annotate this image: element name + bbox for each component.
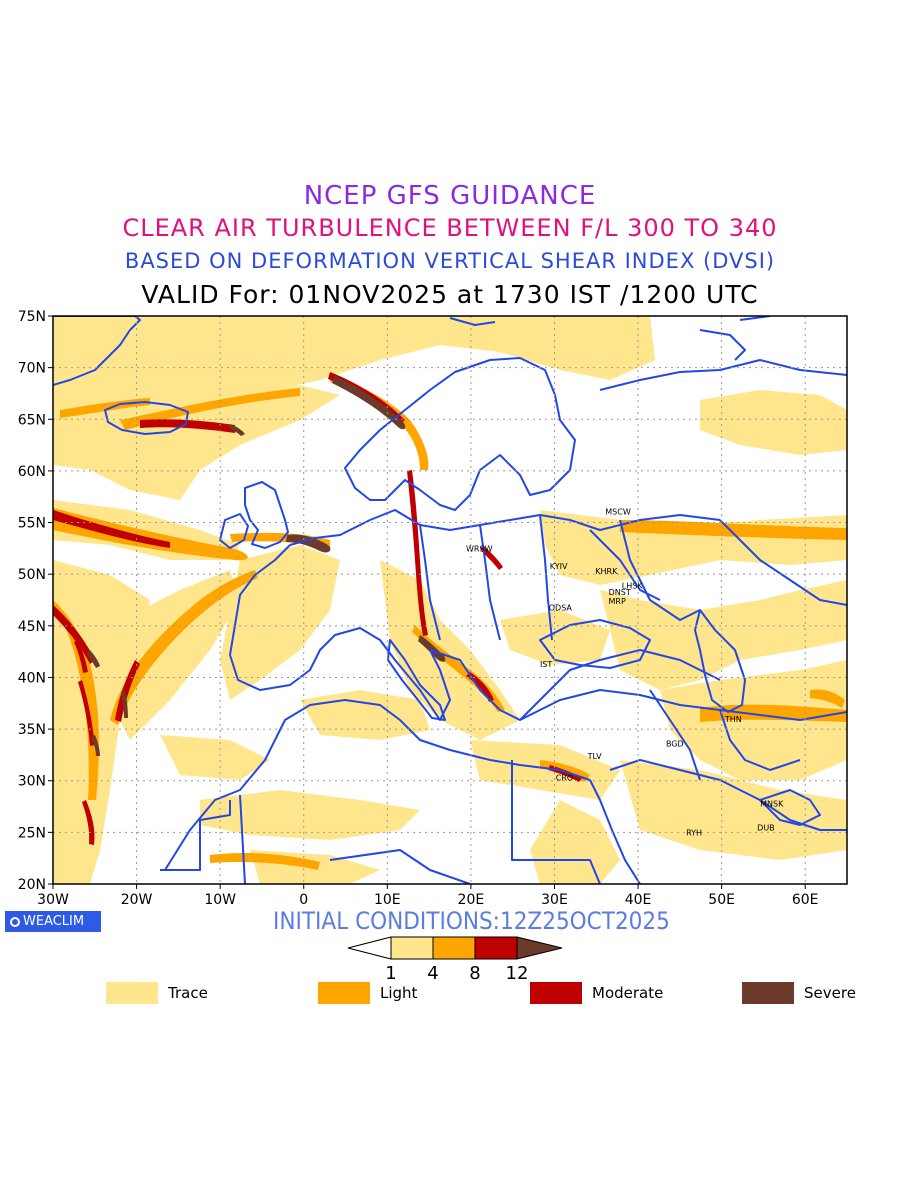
- city-label-mrp: MRP: [609, 597, 626, 606]
- legend-swatch: [742, 982, 794, 1004]
- colorbar-tick-8: 8: [469, 963, 480, 980]
- city-label-khrk: KHRK: [595, 567, 618, 576]
- legend-label: Severe: [804, 984, 856, 1002]
- lon-tick-label: 0: [299, 892, 308, 908]
- lat-tick-label: 35N: [18, 722, 46, 738]
- lon-tick-label: 20E: [458, 892, 485, 908]
- colorbar-lower-arrow: [347, 936, 392, 960]
- city-label-cro: CRO: [556, 774, 573, 783]
- lat-tick-label: 30N: [18, 774, 46, 790]
- severe-areas: [87, 376, 446, 756]
- colorbar: 1 4 8 12: [347, 936, 563, 980]
- colorbar-light: [432, 936, 476, 960]
- lat-tick-label: 45N: [18, 619, 46, 635]
- colorbar-trace: [390, 936, 434, 960]
- city-label-ryh: RYH: [686, 828, 702, 837]
- chart-title-line3: BASED ON DEFORMATION VERTICAL SHEAR INDE…: [124, 249, 776, 273]
- map-panel: 20N 25N 30N 35N 40N 45N 50N 55N 60N 65N 70N 75N 30W…: [0, 300, 900, 920]
- colorbar-tick-4: 4: [427, 963, 438, 980]
- lat-tick-label: 50N: [18, 567, 46, 583]
- turbulence-fields: [53, 316, 847, 884]
- legend-label: Trace: [168, 984, 208, 1002]
- city-label-tlv: TLV: [587, 752, 602, 761]
- chart-title-line2: CLEAR AIR TURBULENCE BETWEEN F/L 300 TO …: [122, 214, 778, 242]
- colorbar-tick-12: 12: [506, 963, 529, 980]
- lat-tick-label: 40N: [18, 670, 46, 686]
- city-label-mscw: MSCW: [605, 507, 631, 516]
- legend-label: Moderate: [592, 984, 664, 1002]
- colorbar-tick-1: 1: [385, 963, 396, 980]
- city-label-ist: IST: [540, 660, 552, 669]
- lon-tick-label: 60E: [792, 892, 819, 908]
- lat-tick-label: 20N: [18, 877, 46, 893]
- lon-tick-label: 20W: [121, 892, 153, 908]
- city-label-thn: THN: [724, 715, 742, 724]
- lat-tick-labels: 20N 25N 30N 35N 40N 45N 50N 55N 60N 65N 70N 75N: [18, 309, 46, 893]
- lat-tick-label: 75N: [18, 309, 46, 325]
- plot-frame: [52, 315, 848, 885]
- lat-tick-label: 25N: [18, 825, 46, 841]
- lat-tick-label: 55N: [18, 516, 46, 532]
- coastlines-borders: [53, 316, 847, 884]
- lon-tick-labels: 30W 20W 10W 0 10E 20E 30E 40E 50E 60E: [37, 892, 818, 908]
- city-label-wrsw: WRSW: [466, 544, 493, 553]
- lat-tick-label: 70N: [18, 361, 46, 377]
- city-label-lhsk: LHSK: [622, 582, 644, 591]
- city-label-odsa: ODSA: [549, 603, 573, 612]
- gridlines: [53, 316, 847, 884]
- legend-swatch: [106, 982, 158, 1004]
- badge-label: WEACLIM: [23, 914, 85, 929]
- lon-tick-label: 10E: [374, 892, 401, 908]
- lon-tick-label: 30W: [37, 892, 69, 908]
- lon-tick-label: 50E: [708, 892, 735, 908]
- turbulence-map: 20N 25N 30N 35N 40N 45N 50N 55N 60N 65N 70N 75N 30W…: [18, 309, 848, 908]
- city-label-mnsk: MNSK: [760, 800, 784, 809]
- chart-title-line1: NCEP GFS GUIDANCE: [303, 181, 597, 211]
- valid-time: VALID For: 01NOV2025 at 1730 IST /1200 U…: [141, 280, 759, 309]
- legend-swatch: [318, 982, 370, 1004]
- city-label-dnst: DNST: [609, 588, 631, 597]
- initial-conditions: INITIAL CONDITIONS:12Z25OCT2025: [273, 907, 670, 935]
- weaclim-badge: WEACLIM: [5, 911, 101, 932]
- lat-tick-label: 60N: [18, 464, 46, 480]
- lon-tick-label: 30E: [541, 892, 568, 908]
- lat-tick-label: 65N: [18, 412, 46, 428]
- lon-tick-label: 40E: [625, 892, 652, 908]
- city-label-kyiv: KYIV: [550, 562, 568, 571]
- city-label-bgd: BGD: [666, 740, 684, 749]
- lon-tick-label: 10W: [204, 892, 236, 908]
- circle-icon: [10, 917, 20, 927]
- axis-ticks: [48, 315, 806, 889]
- colorbar-moderate: [474, 936, 518, 960]
- legend-label: Light: [380, 984, 418, 1002]
- city-label-dub: DUB: [757, 823, 775, 832]
- legend-swatch: [530, 982, 582, 1004]
- colorbar-upper-arrow: [516, 936, 563, 960]
